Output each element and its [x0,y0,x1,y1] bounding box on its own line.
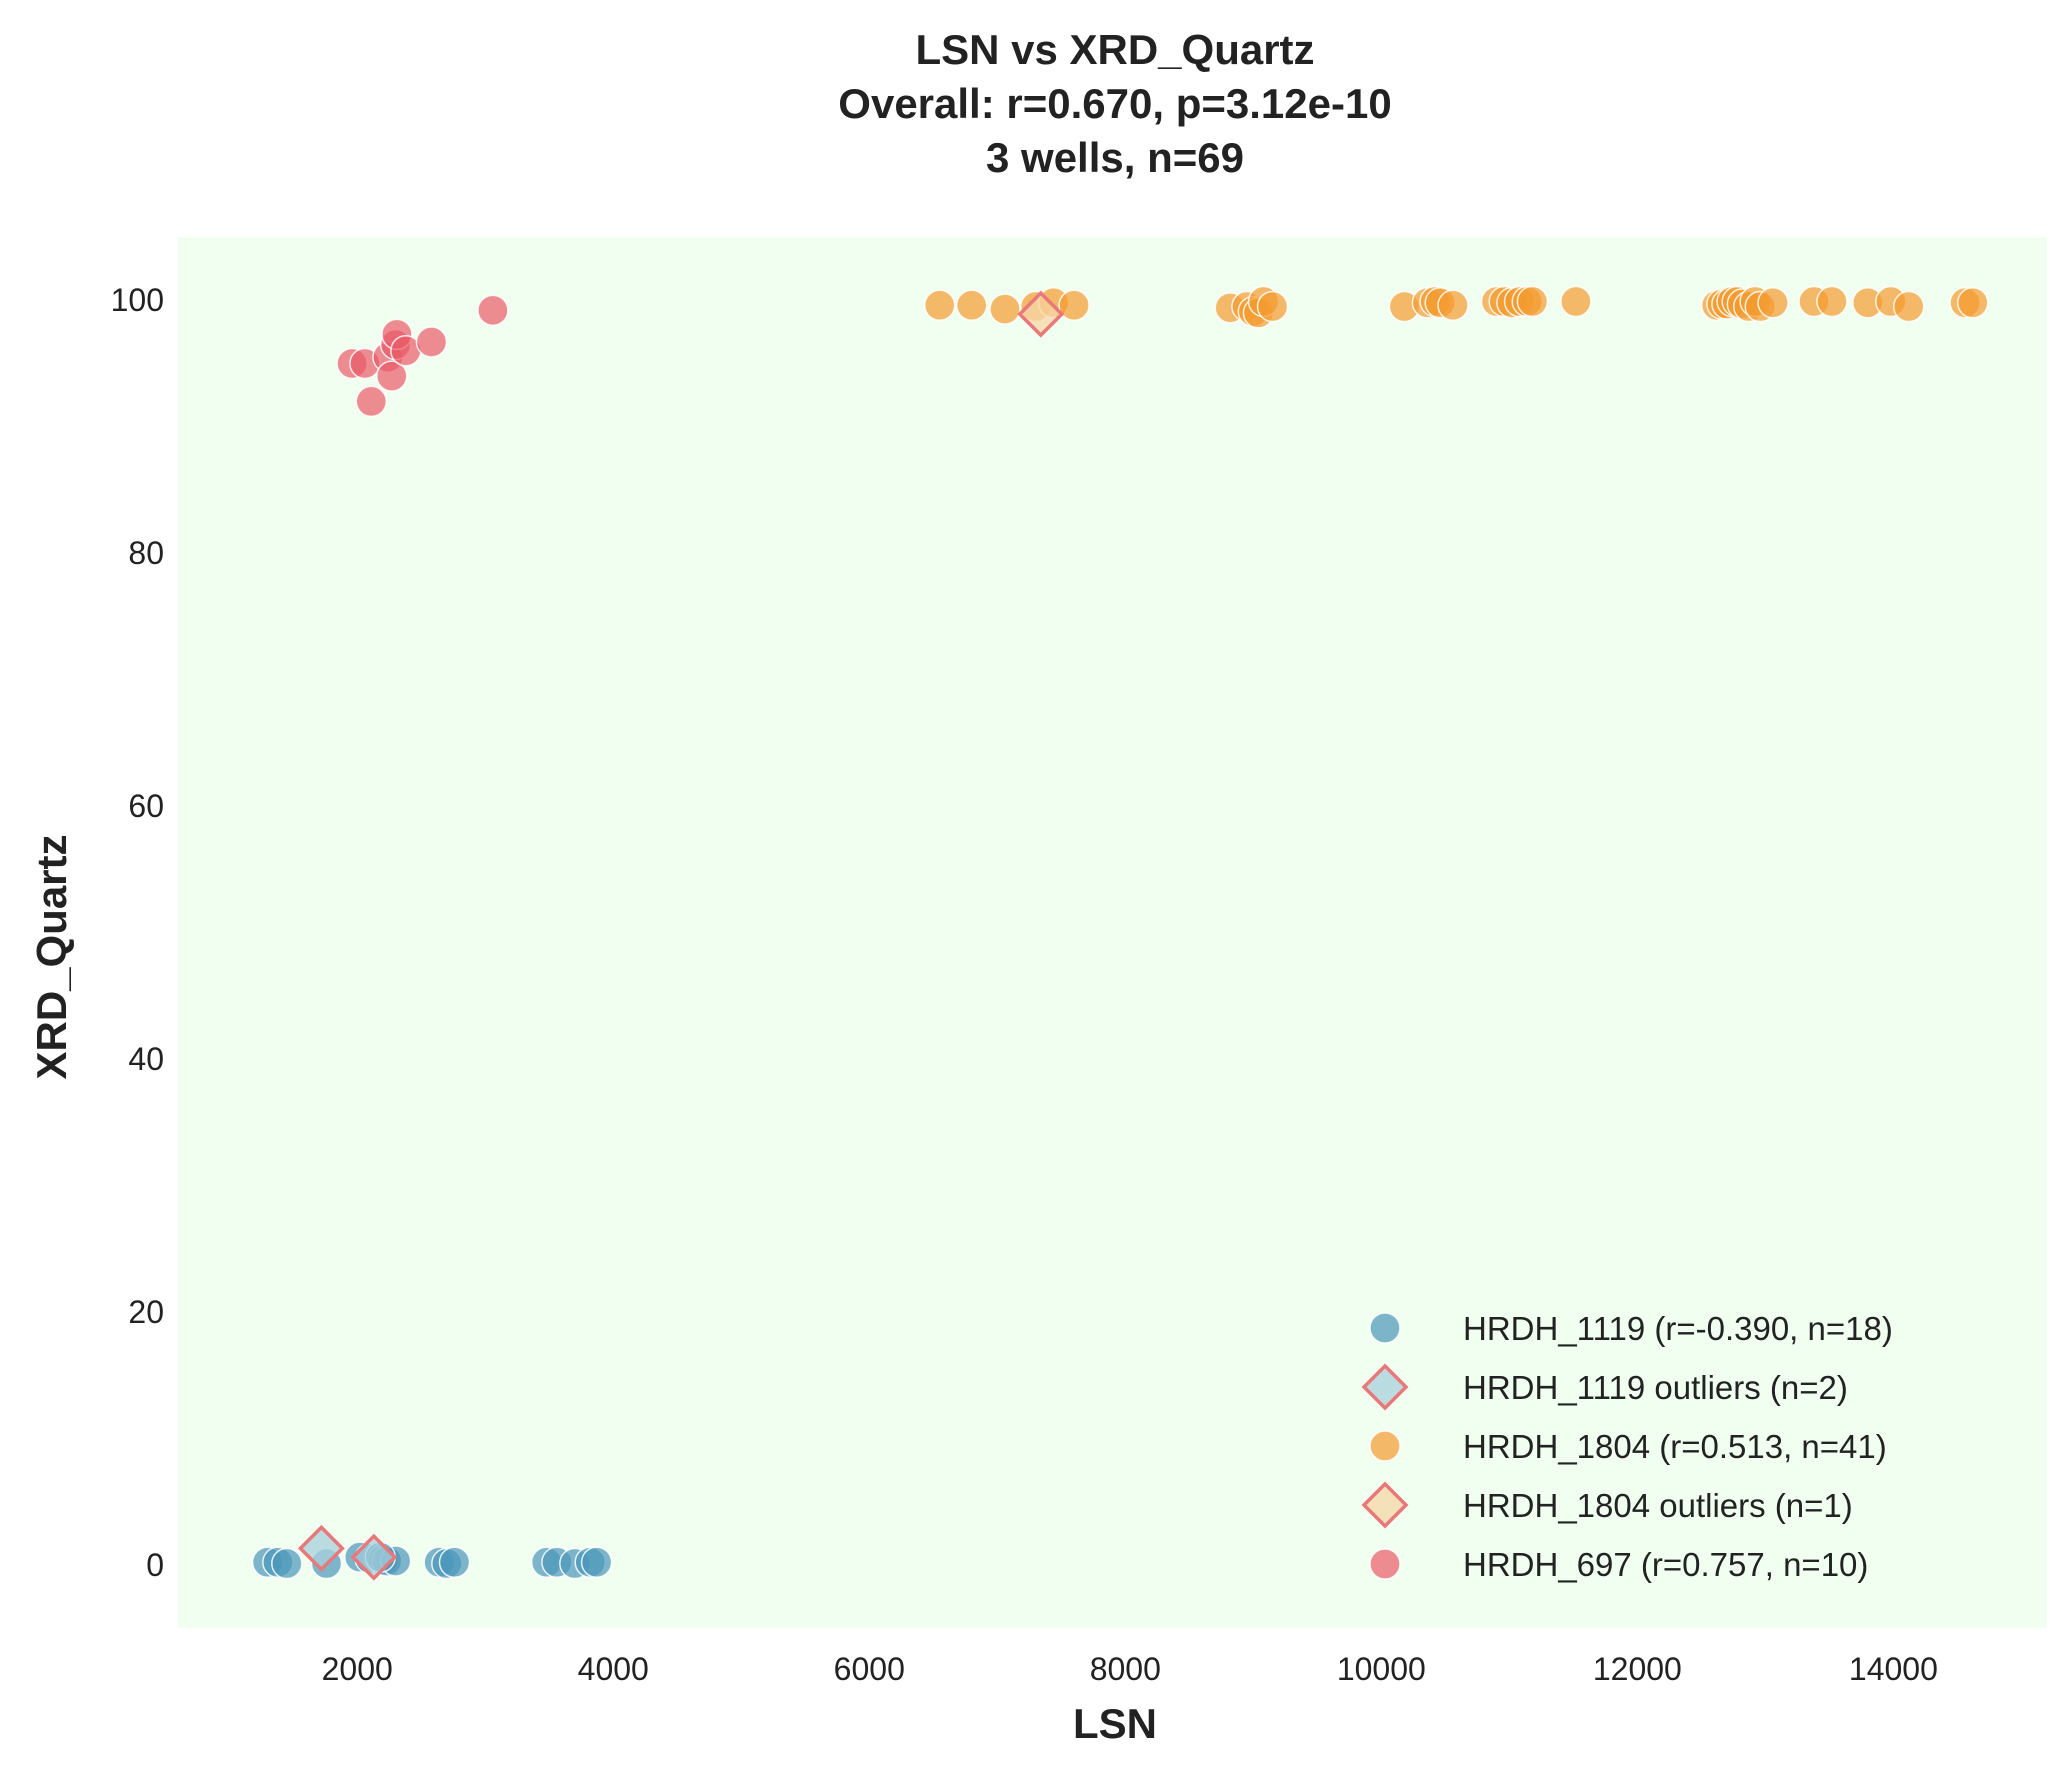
chart-title-line-1: LSN vs XRD_Quartz [915,26,1314,73]
data-point [1256,290,1289,323]
data-point [1560,285,1592,318]
data-points [251,285,1989,1581]
x-tick-label: 10000 [1337,1651,1426,1687]
chart-title-line-2: Overall: r=0.670, p=3.12e-10 [838,80,1391,127]
data-point [355,385,388,418]
x-axis-label: LSN [1073,1700,1157,1747]
y-tick-label: 60 [128,788,164,824]
y-tick-label: 80 [128,535,164,571]
legend-entry-label: HRDH_1119 outliers (n=2) [1463,1369,1848,1406]
chart-title: LSN vs XRD_Quartz Overall: r=0.670, p=3.… [838,26,1391,181]
y-tick-label: 100 [111,282,164,318]
series-group [297,1524,398,1581]
data-point [1516,285,1549,318]
data-point [1757,287,1789,319]
data-point [1437,289,1469,322]
data-point [1058,289,1090,322]
data-point [477,294,509,327]
data-point [376,360,408,392]
series-group [336,294,509,418]
data-point [271,1547,303,1580]
series-group [923,285,1989,329]
legend: HRDH_1119 (r=-0.390, n=18) HRDH_1119 outl… [1361,1310,1893,1583]
x-tick-label: 2000 [322,1651,393,1687]
data-point [1892,290,1925,323]
data-point [580,1546,613,1578]
x-tick-label: 14000 [1849,1651,1938,1687]
y-tick-label: 0 [146,1547,164,1583]
legend-marker [1369,1312,1401,1344]
y-axis-ticks: 0 20 40 60 80 100 [111,282,164,1583]
plot-background [178,237,2047,1628]
data-point [415,326,448,358]
legend-entry-label: HRDH_1119 (r=-0.390, n=18) [1463,1310,1893,1347]
data-point [989,293,1021,325]
legend-entry-label: HRDH_697 (r=0.757, n=10) [1463,1546,1868,1583]
legend-marker [1361,1481,1409,1529]
legend-entry-label: HRDH_1804 outliers (n=1) [1463,1487,1853,1524]
outlier-point [1017,290,1065,338]
chart-title-line-3: 3 wells, n=69 [986,134,1244,181]
legend-marker [1361,1363,1409,1411]
y-tick-label: 40 [128,1041,164,1077]
y-axis-label: XRD_Quartz [28,834,75,1079]
legend-marker [1369,1548,1401,1580]
outlier-point [297,1524,345,1572]
data-point [438,1546,471,1578]
y-tick-label: 20 [128,1294,164,1330]
legend-entry-label: HRDH_1804 (r=0.513, n=41) [1463,1428,1887,1465]
x-axis-ticks: 2000 4000 6000 8000 10000 12000 14000 [322,1651,1938,1687]
x-tick-label: 4000 [578,1651,649,1687]
data-point [955,289,988,322]
x-tick-label: 8000 [1090,1651,1161,1687]
x-tick-label: 12000 [1593,1651,1682,1687]
x-tick-label: 6000 [834,1651,905,1687]
data-point [923,289,956,322]
series-group [1017,290,1065,338]
legend-marker [1369,1430,1401,1462]
outlier-point [350,1533,398,1581]
data-point [1957,287,1989,319]
data-point [1816,285,1848,318]
